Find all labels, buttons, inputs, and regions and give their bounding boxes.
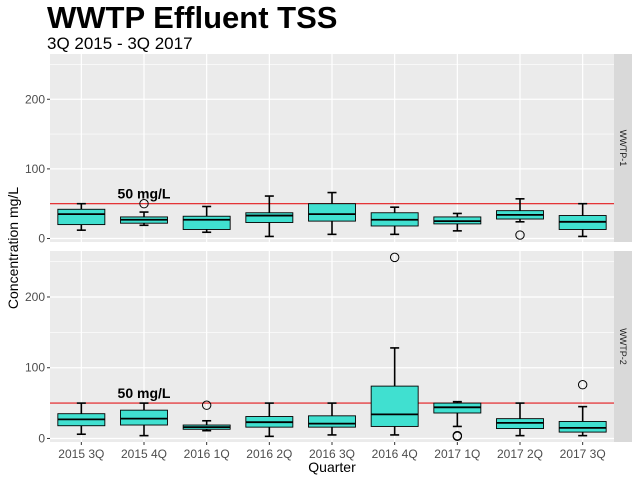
box-iqr [57,208,106,226]
outlier-point [452,430,463,441]
facet-strip-label: WWTP-1 [618,130,628,167]
box-iqr [245,212,294,223]
y-tick-label: 100 [25,162,45,176]
y-tick-label: 200 [25,290,45,304]
x-tick-label: 2016 4Q [372,447,418,461]
facet-strip [614,54,632,242]
x-tick-label: 2017 1Q [434,447,480,461]
x-tick-label: 2015 4Q [121,447,167,461]
box-iqr [308,415,356,428]
reference-line-label: 50 mg/L [118,385,171,401]
outlier-point [201,400,212,410]
box-iqr [182,215,231,230]
facet-strip [614,251,632,442]
facet-strip-label: WWTP-2 [618,328,628,365]
x-tick-label: 2016 2Q [246,447,292,461]
x-tick-label: 2016 3Q [309,447,355,461]
box-iqr [558,421,607,433]
outlier-point [577,380,588,390]
x-tick-label: 2017 3Q [560,447,606,461]
chart-title: WWTP Effluent TSS [47,0,338,35]
y-tick-label: 0 [38,232,45,246]
y-tick-label: 200 [25,92,45,106]
x-tick-label: 2015 3Q [58,447,104,461]
x-axis-title: Quarter [308,459,356,475]
y-axis-title: Concentration mg/L [5,187,21,309]
outlier-point [515,230,525,240]
y-tick-label: 100 [25,361,45,375]
chart-subtitle: 3Q 2015 - 3Q 2017 [47,34,193,53]
box-iqr [370,385,419,427]
outlier-point [389,252,400,263]
outlier-point [139,199,149,209]
reference-line-label: 50 mg/L [118,186,171,202]
y-tick-label: 0 [38,431,45,445]
x-tick-label: 2016 1Q [184,447,230,461]
box-iqr [308,203,356,222]
x-tick-label: 2017 2Q [497,447,543,461]
box-iqr [120,409,168,426]
